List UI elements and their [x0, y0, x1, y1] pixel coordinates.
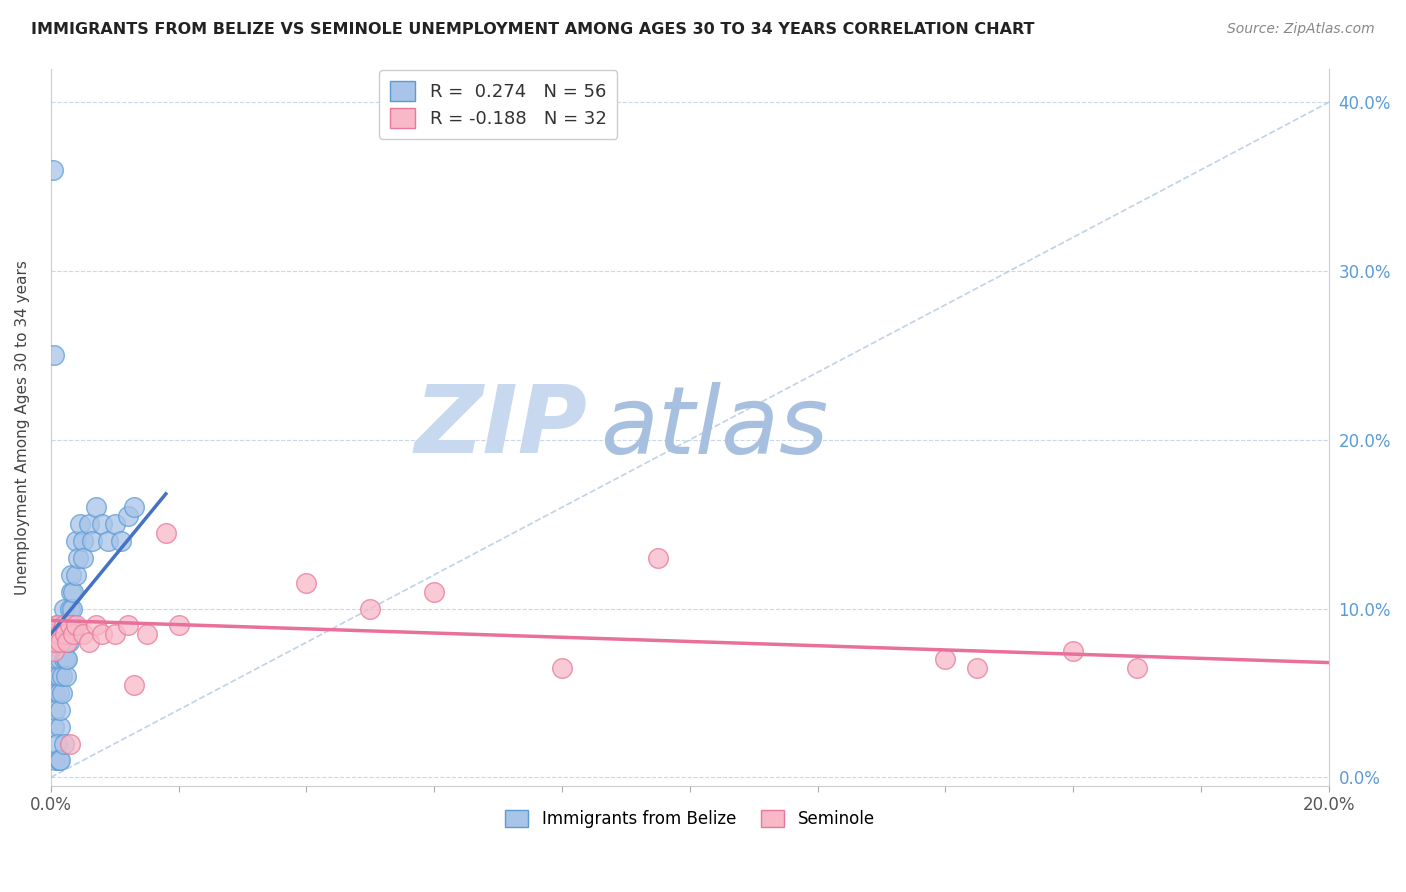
Point	[48, 686, 70, 700]
Point	[65, 567, 87, 582]
Point	[52, 601, 75, 615]
Point	[72, 534, 94, 549]
Point	[53, 635, 76, 649]
Point	[91, 517, 114, 532]
Point	[51, 635, 73, 649]
Point	[56, 635, 79, 649]
Point	[55, 669, 77, 683]
Point	[53, 618, 76, 632]
Point	[122, 677, 145, 691]
Point	[1062, 644, 1084, 658]
Point	[42, 162, 65, 177]
Point	[46, 737, 69, 751]
Point	[110, 534, 132, 549]
Point	[59, 737, 82, 751]
Point	[51, 669, 73, 683]
Point	[82, 534, 104, 549]
Point	[58, 635, 80, 649]
Point	[65, 618, 87, 632]
Point	[1126, 660, 1149, 674]
Point	[56, 652, 79, 666]
Point	[46, 618, 69, 632]
Point	[77, 517, 100, 532]
Point	[44, 635, 66, 649]
Point	[122, 500, 145, 515]
Point	[72, 627, 94, 641]
Point	[97, 534, 120, 549]
Point	[46, 618, 69, 632]
Point	[49, 703, 72, 717]
Point	[44, 754, 66, 768]
Point	[51, 686, 73, 700]
Point	[62, 584, 84, 599]
Point	[62, 627, 84, 641]
Point	[551, 660, 574, 674]
Point	[52, 618, 75, 632]
Point	[53, 627, 76, 641]
Point	[59, 601, 82, 615]
Point	[84, 500, 107, 515]
Point	[59, 618, 82, 632]
Point	[56, 635, 79, 649]
Point	[55, 652, 77, 666]
Point	[45, 669, 67, 683]
Point	[155, 525, 177, 540]
Point	[42, 644, 65, 658]
Point	[52, 737, 75, 751]
Point	[77, 635, 100, 649]
Point	[423, 584, 446, 599]
Point	[167, 618, 190, 632]
Point	[42, 348, 65, 362]
Point	[44, 703, 66, 717]
Text: atlas: atlas	[600, 382, 828, 473]
Point	[42, 720, 65, 734]
Point	[966, 660, 988, 674]
Text: ZIP: ZIP	[415, 381, 588, 473]
Point	[59, 584, 82, 599]
Point	[117, 618, 139, 632]
Point	[934, 652, 956, 666]
Point	[135, 627, 157, 641]
Point	[104, 517, 127, 532]
Point	[62, 618, 84, 632]
Point	[117, 508, 139, 523]
Point	[104, 627, 127, 641]
Point	[45, 652, 67, 666]
Point	[647, 551, 669, 566]
Point	[56, 618, 79, 632]
Point	[52, 652, 75, 666]
Point	[69, 517, 91, 532]
Point	[295, 576, 318, 591]
Point	[66, 551, 89, 566]
Point	[91, 627, 114, 641]
Point	[48, 627, 70, 641]
Y-axis label: Unemployment Among Ages 30 to 34 years: Unemployment Among Ages 30 to 34 years	[15, 260, 30, 595]
Point	[49, 635, 72, 649]
Text: Source: ZipAtlas.com: Source: ZipAtlas.com	[1227, 22, 1375, 37]
Point	[49, 652, 72, 666]
Point	[48, 754, 70, 768]
Point	[84, 618, 107, 632]
Text: IMMIGRANTS FROM BELIZE VS SEMINOLE UNEMPLOYMENT AMONG AGES 30 TO 34 YEARS CORREL: IMMIGRANTS FROM BELIZE VS SEMINOLE UNEMP…	[31, 22, 1035, 37]
Point	[49, 635, 72, 649]
Legend: Immigrants from Belize, Seminole: Immigrants from Belize, Seminole	[498, 804, 882, 835]
Point	[46, 635, 69, 649]
Point	[59, 618, 82, 632]
Point	[60, 601, 83, 615]
Point	[44, 686, 66, 700]
Point	[49, 720, 72, 734]
Point	[65, 534, 87, 549]
Point	[42, 627, 65, 641]
Point	[72, 551, 94, 566]
Point	[359, 601, 381, 615]
Point	[48, 669, 70, 683]
Point	[49, 754, 72, 768]
Point	[52, 618, 75, 632]
Point	[60, 567, 83, 582]
